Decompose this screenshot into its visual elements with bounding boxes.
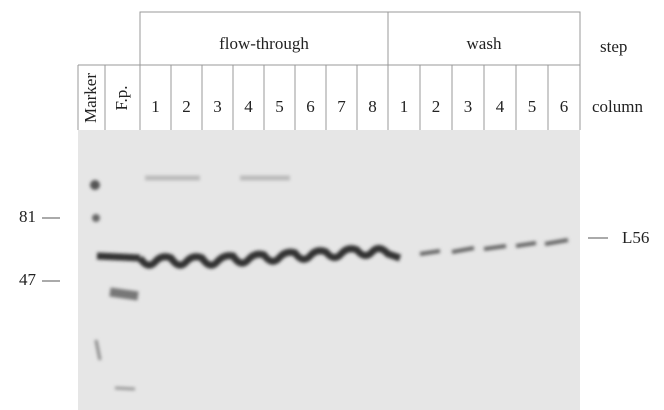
column-number: 1 xyxy=(400,97,409,116)
column-number: 7 xyxy=(337,97,346,116)
column-number: 6 xyxy=(560,97,569,116)
column-number: 8 xyxy=(368,97,377,116)
row-label: column xyxy=(592,97,643,116)
gel xyxy=(78,130,580,410)
column-number: 2 xyxy=(432,97,441,116)
column-number: 4 xyxy=(496,97,505,116)
column-number: 3 xyxy=(464,97,473,116)
column-number: 3 xyxy=(213,97,222,116)
column-number: 5 xyxy=(528,97,537,116)
lane-label: Marker xyxy=(81,73,100,123)
lane-label: F.p. xyxy=(112,85,131,110)
gel-figure: flow-through wash step column Marker F.p… xyxy=(0,0,664,410)
step-label: flow-through xyxy=(219,34,309,53)
column-number: 5 xyxy=(275,97,284,116)
row-label: step xyxy=(600,37,627,56)
column-number: 6 xyxy=(306,97,315,116)
marker-label: 81 xyxy=(19,207,36,226)
column-number: 2 xyxy=(182,97,191,116)
step-label: wash xyxy=(467,34,502,53)
column-number: 1 xyxy=(151,97,160,116)
column-number: 4 xyxy=(244,97,253,116)
marker-label: 47 xyxy=(19,270,37,289)
band-label: L56 xyxy=(622,228,649,247)
